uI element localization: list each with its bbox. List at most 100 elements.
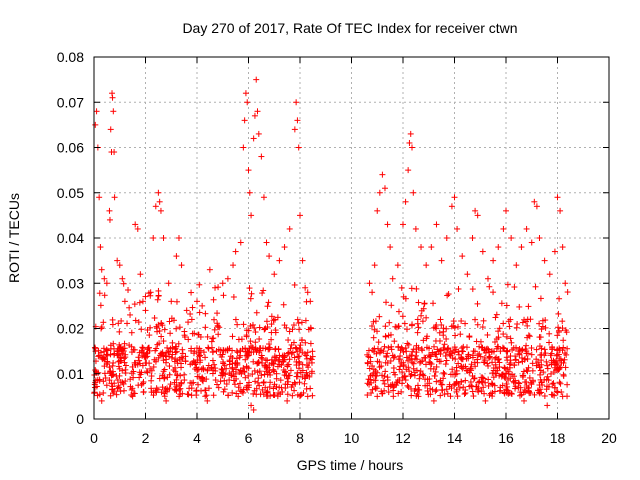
data-point xyxy=(492,314,499,321)
data-point xyxy=(136,374,143,381)
data-point xyxy=(164,344,171,351)
data-point xyxy=(461,391,468,398)
data-point xyxy=(431,372,438,379)
data-point xyxy=(144,326,151,333)
data-point xyxy=(307,340,314,347)
data-point xyxy=(271,368,278,375)
data-point xyxy=(402,198,409,205)
data-point xyxy=(193,366,200,373)
data-point xyxy=(252,378,259,385)
data-point xyxy=(110,108,117,115)
data-point xyxy=(557,380,564,387)
data-point xyxy=(179,346,186,353)
data-point xyxy=(479,324,486,331)
data-point xyxy=(478,344,485,351)
data-point xyxy=(432,337,439,344)
data-point xyxy=(558,388,565,395)
data-point xyxy=(305,364,312,371)
data-point xyxy=(246,189,253,196)
data-point xyxy=(478,388,485,395)
data-point xyxy=(498,300,505,307)
data-point xyxy=(503,370,510,377)
data-point xyxy=(450,318,457,325)
data-point xyxy=(457,331,464,338)
data-point xyxy=(137,271,144,278)
data-point xyxy=(121,340,128,347)
data-point xyxy=(384,221,391,228)
data-point xyxy=(374,393,381,400)
data-point xyxy=(395,390,402,397)
data-point xyxy=(238,370,245,377)
data-point xyxy=(122,378,129,385)
data-point xyxy=(476,343,483,350)
data-point xyxy=(554,365,561,372)
data-point xyxy=(250,358,257,365)
data-point xyxy=(268,356,275,363)
data-point xyxy=(181,377,188,384)
data-point xyxy=(103,280,110,287)
data-point xyxy=(385,344,392,351)
data-point xyxy=(185,391,192,398)
data-point xyxy=(536,361,543,368)
data-point xyxy=(253,309,260,316)
data-point xyxy=(128,343,135,350)
data-point xyxy=(412,352,419,359)
data-point xyxy=(545,377,552,384)
data-point xyxy=(523,342,530,349)
data-point xyxy=(172,386,179,393)
data-point xyxy=(525,364,532,371)
data-point xyxy=(544,362,551,369)
data-point xyxy=(555,366,562,373)
data-point xyxy=(369,289,376,296)
data-point xyxy=(279,358,286,365)
data-point xyxy=(202,324,209,331)
data-point xyxy=(382,368,389,375)
data-point xyxy=(93,108,100,115)
data-point xyxy=(453,386,460,393)
data-point xyxy=(200,349,207,356)
data-point xyxy=(382,323,389,330)
data-point xyxy=(415,393,422,400)
data-point xyxy=(155,287,162,294)
data-point xyxy=(372,377,379,384)
data-point xyxy=(194,373,201,380)
data-point xyxy=(400,221,406,228)
data-point xyxy=(387,331,394,338)
data-point xyxy=(260,379,267,386)
data-point xyxy=(408,285,415,292)
data-point xyxy=(154,341,161,348)
data-point xyxy=(414,320,421,327)
data-point xyxy=(274,393,281,400)
data-point xyxy=(215,331,222,338)
data-point xyxy=(559,318,566,325)
data-point xyxy=(109,316,116,323)
data-point xyxy=(432,368,439,375)
data-point xyxy=(166,385,173,392)
data-point xyxy=(548,350,555,357)
data-point xyxy=(115,382,122,389)
data-point xyxy=(403,326,410,333)
data-point xyxy=(524,350,531,357)
data-point xyxy=(484,275,491,282)
data-point xyxy=(161,326,168,333)
data-point xyxy=(130,346,137,353)
data-point xyxy=(258,354,265,361)
data-point xyxy=(462,363,469,370)
data-point xyxy=(261,363,268,370)
data-point xyxy=(469,286,476,293)
data-point xyxy=(423,314,430,321)
data-point xyxy=(302,339,309,346)
data-point xyxy=(95,347,102,354)
data-point xyxy=(395,343,402,350)
data-point xyxy=(481,354,488,361)
data-point xyxy=(121,355,128,362)
data-point xyxy=(208,338,215,345)
data-point xyxy=(101,363,108,370)
data-point xyxy=(309,392,316,399)
data-point xyxy=(443,235,450,241)
data-point xyxy=(175,235,182,241)
data-point xyxy=(490,367,497,374)
data-point xyxy=(256,336,263,343)
data-point xyxy=(148,373,155,380)
